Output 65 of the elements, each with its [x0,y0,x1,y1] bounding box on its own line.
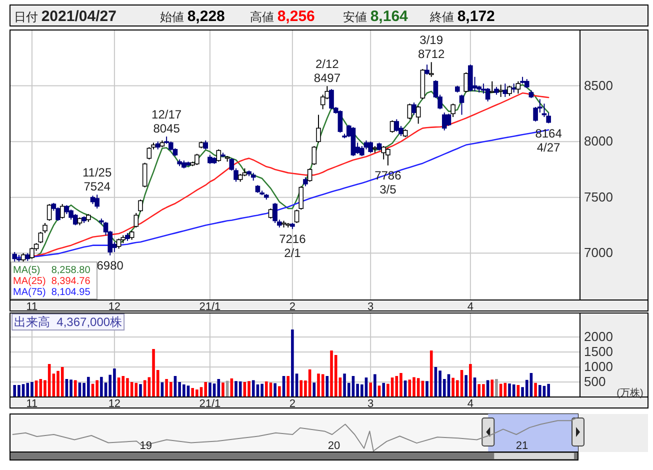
candlestick [442,112,447,131]
x-tick-label: 21 [516,440,528,452]
candlestick [428,62,434,78]
x-tick-label: 20 [328,440,340,452]
candlestick [316,114,321,144]
x-tick-label: 11 [26,398,38,410]
annotation: 7216 2/1 [279,232,306,260]
candlestick [516,80,521,94]
text: 始値 8,228 [160,8,225,25]
y-tick-label: 8000 [584,134,613,149]
candlestick [481,83,486,94]
text: 終値 8,172 [429,8,495,25]
y-tick-label: 2000 [584,329,613,344]
x-tick-label: 11 [26,301,38,313]
y-tick-label: 1000 [584,359,613,374]
candlestick [498,84,504,98]
text: 安値 8,164 [343,8,409,25]
x-tick-label: 2 [289,301,296,313]
annotation: 8164 4/27 [535,126,562,154]
series-label: MA(5) 8,258.80 [13,265,91,276]
x-tick-label: 12 [108,301,121,313]
annotation: 6980 [96,258,124,272]
x-tick-label: 4 [467,301,474,313]
candlestick [394,118,400,132]
candlestick [116,238,122,250]
y-tick-label: 500 [584,374,606,389]
candlestick [424,64,430,76]
text: MA(25) 8,394.76 [13,276,91,287]
y-axis-title: (万株) [616,387,644,399]
candlestick [60,204,65,220]
text: 日付 2021/04/27 [14,8,116,25]
candlestick [507,85,512,96]
annotation: 12/17 8045 [152,108,182,136]
annotation: 11/25 7524 [82,166,112,194]
x-tick-label: 12 [108,398,121,410]
annotation: 3/19 8712 [418,33,446,62]
x-tick-label: 3 [368,398,374,410]
text: 高値 8,256 [250,8,315,25]
candlestick [12,252,17,262]
x-tick-label: 4 [467,398,474,410]
candlestick [42,222,48,234]
candlestick [94,194,100,210]
y-tick-label: 7500 [584,189,613,204]
annotation: 2/12 8497 [314,57,341,86]
x-tick-label: 2 [289,398,296,410]
candlestick [459,94,464,116]
candlestick [355,142,360,154]
candlestick [386,148,390,166]
annotation: 出来高 4,367,000株 [14,315,122,329]
candlestick [485,88,490,102]
x-tick-label: 21/1 [199,301,221,313]
y-tick-label: 8500 [584,78,613,93]
x-tick-label: 21/1 [199,398,221,410]
candlestick [112,241,117,253]
y-tick-label: 7000 [584,245,613,260]
candlestick [416,105,421,124]
candlestick [450,103,456,118]
candlestick [412,102,416,116]
text: MA(75) 8,104.95 [13,287,91,298]
candlestick [490,80,495,93]
y-tick-label: 1500 [584,344,613,359]
candlestick [134,212,139,228]
x-tick-label: 3 [368,301,374,313]
x-tick-label: 19 [140,440,152,452]
candlestick [272,202,278,224]
